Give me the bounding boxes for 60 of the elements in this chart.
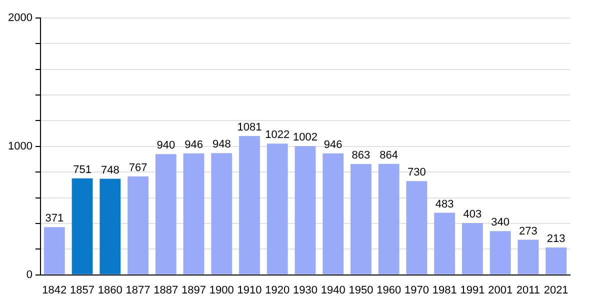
x-tick-label: 1857 [70,284,95,296]
x-tick-label: 1970 [404,284,429,296]
data-label: 864 [380,149,398,162]
data-label: 730 [408,166,426,179]
bar [44,227,65,274]
x-tick-label: 2011 [516,284,540,296]
y-tick-label: 0 [26,268,32,281]
x-tick-label: 2021 [544,284,568,296]
data-label: 403 [463,208,482,221]
data-label: 948 [212,138,231,151]
data-label: 1081 [237,122,262,134]
x-tick-label: 1900 [209,284,234,296]
data-label: 946 [184,138,203,151]
x-tick-label: 1981 [432,284,457,296]
bar [434,212,456,274]
bar [239,136,260,274]
bar [128,176,148,274]
x-tick-label: 1897 [182,284,206,296]
bar [406,181,428,274]
y-tick-label: 1000 [8,140,32,152]
data-label: 483 [435,198,454,210]
bar [100,178,121,274]
y-tick-label: 2000 [8,12,32,24]
bar [462,223,483,274]
x-tick-label: 1960 [376,284,402,296]
x-tick-label: 1940 [320,284,346,296]
bar [546,247,567,274]
data-label: 748 [100,164,120,176]
data-label: 213 [546,232,566,245]
bar [155,154,176,274]
data-label: 946 [324,138,342,151]
bar [350,164,372,274]
x-tick-label: 1910 [237,284,262,296]
data-label: 1002 [292,132,318,144]
bar [490,231,511,274]
bar [211,153,232,274]
x-tick-label: 1877 [126,284,150,296]
data-label: 1022 [265,129,290,142]
bar [72,178,93,274]
bar [266,144,288,274]
data-label: 940 [156,140,176,152]
data-label: 767 [128,162,148,174]
bar [518,240,539,274]
data-label: 751 [73,164,92,176]
data-label: 273 [519,225,538,238]
bar [294,146,316,274]
bar [183,153,204,274]
x-tick-label: 1930 [292,284,318,296]
x-tick-label: 1991 [460,284,485,296]
data-label: 371 [45,212,64,225]
data-label: 340 [491,216,510,229]
x-tick-label: 1860 [98,284,122,296]
x-tick-label: 1950 [348,284,374,296]
x-tick-label: 1887 [154,284,178,296]
bar [322,153,344,274]
data-label: 863 [352,150,370,162]
x-tick-label: 2001 [488,284,513,296]
bar [378,164,400,274]
x-tick-label: 1842 [42,284,67,296]
x-tick-label: 1920 [265,284,290,296]
